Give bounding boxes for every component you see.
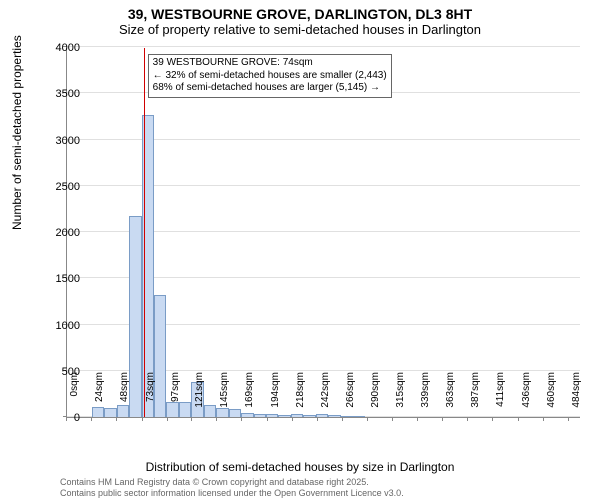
ytick-label: 500 — [36, 366, 80, 378]
xtick-label: 266sqm — [345, 372, 356, 422]
y-axis-label: Number of semi-detached properties — [10, 35, 24, 230]
xtick-mark — [367, 417, 368, 421]
xtick-label: 411sqm — [495, 372, 506, 422]
xtick-label: 73sqm — [145, 372, 156, 422]
xtick-mark — [191, 417, 192, 421]
footer-line-1: Contains HM Land Registry data © Crown c… — [60, 477, 404, 487]
histogram-bar — [204, 405, 216, 417]
xtick-mark — [467, 417, 468, 421]
ytick-label: 3000 — [36, 135, 80, 147]
xtick-mark — [518, 417, 519, 421]
chart-plot-area: 39 WESTBOURNE GROVE: 74sqm← 32% of semi-… — [66, 48, 580, 418]
gridline — [67, 46, 580, 47]
xtick-label: 387sqm — [470, 372, 481, 422]
ytick-label: 2500 — [36, 181, 80, 193]
xtick-mark — [417, 417, 418, 421]
xtick-mark — [292, 417, 293, 421]
xtick-mark — [543, 417, 544, 421]
xtick-label: 218sqm — [295, 372, 306, 422]
ytick-label: 1500 — [36, 273, 80, 285]
xtick-label: 460sqm — [546, 372, 557, 422]
annotation-line: 39 WESTBOURNE GROVE: 74sqm — [153, 57, 387, 70]
xtick-label: 97sqm — [170, 372, 181, 422]
ytick-label: 2000 — [36, 227, 80, 239]
ytick-label: 0 — [36, 412, 80, 424]
xtick-mark — [442, 417, 443, 421]
xtick-mark — [142, 417, 143, 421]
xtick-label: 24sqm — [94, 372, 105, 422]
xtick-label: 290sqm — [370, 372, 381, 422]
ytick-label: 3500 — [36, 88, 80, 100]
chart-container: 39, WESTBOURNE GROVE, DARLINGTON, DL3 8H… — [0, 0, 600, 500]
xtick-label: 242sqm — [320, 372, 331, 422]
reference-line — [144, 48, 145, 417]
histogram-bar — [229, 409, 241, 417]
xtick-label: 194sqm — [270, 372, 281, 422]
ytick-label: 1000 — [36, 320, 80, 332]
xtick-mark — [317, 417, 318, 421]
xtick-label: 48sqm — [119, 372, 130, 422]
annotation-box: 39 WESTBOURNE GROVE: 74sqm← 32% of semi-… — [148, 54, 392, 98]
xtick-mark — [492, 417, 493, 421]
histogram-bar — [104, 408, 116, 417]
xtick-mark — [267, 417, 268, 421]
xtick-mark — [91, 417, 92, 421]
x-axis-label: Distribution of semi-detached houses by … — [0, 460, 600, 474]
xtick-label: 315sqm — [395, 372, 406, 422]
xtick-mark — [216, 417, 217, 421]
annotation-line: ← 32% of semi-detached houses are smalle… — [153, 70, 387, 83]
xtick-mark — [241, 417, 242, 421]
xtick-label: 484sqm — [571, 372, 582, 422]
xtick-mark — [116, 417, 117, 421]
xtick-label: 363sqm — [445, 372, 456, 422]
xtick-label: 121sqm — [194, 372, 205, 422]
xtick-label: 436sqm — [521, 372, 532, 422]
histogram-bar — [254, 414, 266, 417]
footer-attribution: Contains HM Land Registry data © Crown c… — [60, 477, 404, 498]
xtick-label: 339sqm — [420, 372, 431, 422]
xtick-mark — [342, 417, 343, 421]
plot-region: 39 WESTBOURNE GROVE: 74sqm← 32% of semi-… — [66, 48, 580, 418]
chart-title: 39, WESTBOURNE GROVE, DARLINGTON, DL3 8H… — [0, 0, 600, 22]
xtick-label: 145sqm — [219, 372, 230, 422]
xtick-label: 169sqm — [244, 372, 255, 422]
histogram-bar — [129, 216, 141, 417]
footer-line-2: Contains public sector information licen… — [60, 488, 404, 498]
annotation-line: 68% of semi-detached houses are larger (… — [153, 82, 387, 95]
xtick-mark — [568, 417, 569, 421]
chart-subtitle: Size of property relative to semi-detach… — [0, 22, 600, 41]
xtick-mark — [392, 417, 393, 421]
ytick-label: 4000 — [36, 42, 80, 54]
xtick-mark — [167, 417, 168, 421]
